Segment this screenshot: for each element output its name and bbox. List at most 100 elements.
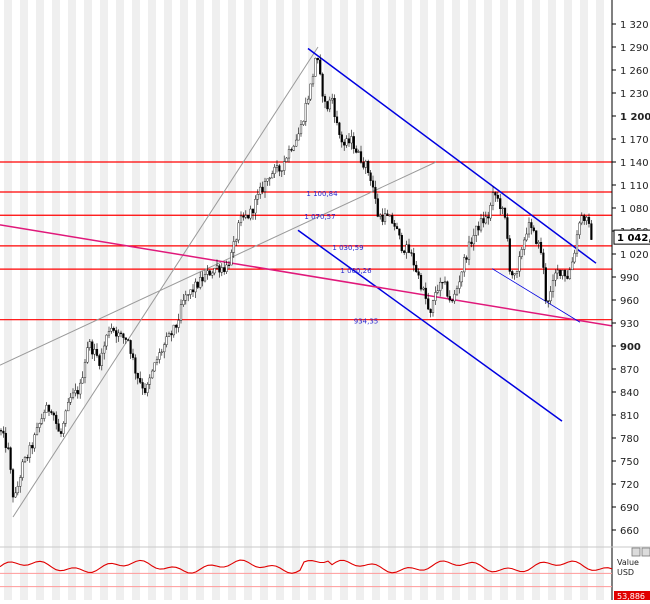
level-label: 1 000,26 [340, 267, 372, 275]
candle [364, 161, 367, 168]
candle [439, 281, 442, 291]
candle [206, 270, 209, 275]
grid-stripe [20, 0, 28, 600]
candle [343, 141, 346, 146]
candle [551, 280, 555, 292]
candle [352, 136, 355, 149]
candle [436, 290, 439, 293]
grid-stripe [324, 0, 332, 600]
candle [74, 390, 77, 394]
candle [487, 216, 490, 219]
candle [131, 353, 135, 358]
grid-stripe [356, 0, 364, 600]
candle [160, 351, 163, 353]
y-tick-label: 780 [620, 434, 639, 445]
candle [2, 430, 5, 434]
y-tick-label: 750 [620, 457, 639, 468]
grid-stripe [548, 0, 556, 600]
candle [379, 214, 382, 217]
candle [448, 296, 451, 301]
y-tick-label: 990 [620, 273, 639, 284]
candle [98, 355, 101, 366]
candle [146, 384, 149, 393]
candle [273, 166, 276, 174]
candle [515, 271, 519, 274]
candle [467, 241, 471, 260]
y-tick-label: 1 200 [620, 112, 650, 123]
candle [319, 59, 322, 75]
candle [251, 208, 255, 214]
candle [549, 291, 552, 302]
candle [460, 271, 463, 283]
candle [86, 347, 89, 363]
candle [357, 151, 360, 153]
candle [393, 223, 396, 227]
candle [388, 215, 391, 217]
candle [93, 349, 96, 355]
candle [220, 267, 223, 273]
candle [11, 469, 15, 498]
candle [38, 423, 41, 428]
candle [386, 213, 389, 216]
candle [340, 134, 343, 143]
candle [542, 252, 545, 268]
candle [153, 362, 156, 372]
candle [513, 273, 516, 276]
candle [446, 281, 449, 297]
candle [561, 269, 564, 276]
candle [100, 352, 103, 366]
candle [230, 252, 233, 266]
trendline-minor [491, 268, 581, 323]
grid-stripe [276, 0, 284, 600]
grid-stripe [4, 0, 12, 600]
grid-stripe [468, 0, 476, 600]
grid-stripe [148, 0, 156, 600]
candle [194, 281, 197, 293]
candle [458, 281, 461, 289]
candle [419, 274, 423, 290]
grid-stripe [164, 0, 172, 600]
grid-stripe [404, 0, 412, 600]
candle [302, 121, 305, 125]
candle [244, 214, 247, 218]
candle [223, 267, 226, 272]
candle [35, 427, 39, 435]
candle [575, 234, 579, 254]
candle [69, 397, 72, 403]
candle [376, 198, 379, 217]
candle [191, 289, 195, 293]
candle [412, 253, 415, 266]
candle [532, 227, 535, 231]
candle [369, 172, 372, 181]
candle [203, 274, 207, 282]
grid-stripe [580, 0, 588, 600]
candle [285, 157, 288, 162]
pane-close-button[interactable] [641, 547, 650, 557]
candle [451, 299, 454, 302]
candle [299, 124, 303, 135]
indicator-line [0, 559, 612, 574]
candle [31, 445, 34, 449]
grid-stripe [84, 0, 92, 600]
y-tick-label: 1 290 [620, 43, 649, 54]
y-tick-label: 1 110 [620, 181, 649, 192]
candle [235, 239, 238, 242]
trendline-downtrend [307, 47, 597, 264]
pane-minimize-button[interactable] [631, 547, 641, 557]
candle [62, 423, 65, 434]
candle [215, 265, 219, 269]
grid-stripe [260, 0, 268, 600]
candle [571, 261, 574, 271]
candle [105, 334, 108, 347]
y-tick-label: 1 320 [620, 20, 649, 31]
current-price-box [613, 229, 650, 245]
y-tick-label: 870 [620, 365, 639, 376]
candle [239, 215, 243, 224]
candle [398, 228, 401, 236]
candle [201, 277, 204, 282]
candle [479, 218, 483, 231]
candle [107, 331, 111, 336]
candle [28, 445, 31, 458]
candle [170, 333, 173, 336]
